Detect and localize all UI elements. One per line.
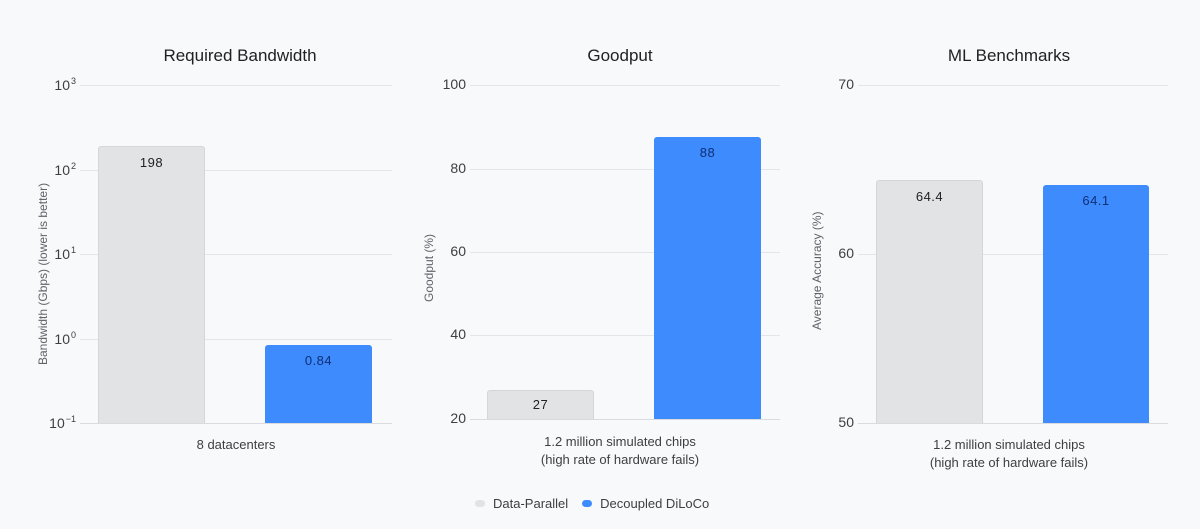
bar-data-parallel: 27 bbox=[487, 390, 594, 419]
chart-title: Required Bandwidth bbox=[163, 46, 317, 65]
gridline bbox=[470, 85, 780, 86]
gridline bbox=[470, 252, 780, 253]
y-axis-label: Average Accuracy (%) bbox=[810, 211, 824, 331]
y-tick: 70 bbox=[838, 76, 854, 92]
y-tick: 100 bbox=[442, 76, 466, 92]
chart-required-bandwidth: Required Bandwidth Bandwidth (Gbps) (low… bbox=[0, 0, 400, 529]
y-tick: 60 bbox=[450, 243, 466, 259]
gridline bbox=[858, 423, 1168, 424]
y-tick: 40 bbox=[450, 326, 466, 342]
chart-title: ML Benchmarks bbox=[947, 46, 1071, 65]
y-tick: 100 bbox=[54, 330, 76, 347]
bar-data-parallel: 198 bbox=[98, 146, 205, 423]
bar-value-label: 88 bbox=[699, 145, 716, 160]
y-tick: 50 bbox=[838, 414, 854, 430]
gridline bbox=[470, 169, 780, 170]
bar-decoupled-diloco: 0.84 bbox=[265, 345, 372, 423]
chart-ml-benchmarks: ML Benchmarks Average Accuracy (%) 70 60… bbox=[790, 0, 1200, 529]
x-axis-label: 8 datacenters bbox=[196, 437, 276, 452]
legend-label: Data-Parallel bbox=[493, 496, 569, 511]
gridline bbox=[80, 170, 392, 171]
bar-decoupled-diloco: 88 bbox=[654, 137, 761, 419]
bar-value-label: 198 bbox=[139, 155, 164, 170]
x-axis-label: 1.2 million simulated chips (high rate o… bbox=[929, 437, 1089, 470]
gridline bbox=[858, 254, 1168, 255]
bar-decoupled-diloco: 64.1 bbox=[1043, 185, 1149, 423]
y-tick: 10−1 bbox=[49, 414, 76, 431]
legend-swatch-icon bbox=[475, 500, 485, 507]
gridline bbox=[858, 85, 1168, 86]
gridline bbox=[80, 339, 392, 340]
legend: Data-Parallel Decoupled DiLoCo bbox=[475, 496, 723, 511]
y-tick: 20 bbox=[450, 410, 466, 426]
chart-goodput: Goodput Goodput (%) 100 80 60 40 20 27 8… bbox=[400, 0, 790, 529]
bar-value-label: 0.84 bbox=[304, 353, 333, 368]
y-tick: 80 bbox=[450, 160, 466, 176]
gridline bbox=[80, 85, 392, 86]
gridline bbox=[80, 423, 392, 424]
legend-label: Decoupled DiLoCo bbox=[600, 496, 710, 511]
legend-swatch-icon bbox=[582, 500, 593, 507]
gridline bbox=[80, 254, 392, 255]
legend-item-decoupled-diloco: Decoupled DiLoCo bbox=[582, 496, 709, 511]
y-tick: 101 bbox=[54, 245, 76, 262]
y-tick: 60 bbox=[838, 245, 854, 261]
x-axis-label: 1.2 million simulated chips (high rate o… bbox=[540, 434, 700, 467]
bar-value-label: 64.4 bbox=[915, 189, 944, 204]
gridline bbox=[470, 419, 780, 420]
gridline bbox=[470, 335, 780, 336]
bar-value-label: 64.1 bbox=[1082, 193, 1110, 208]
chart-title: Goodput bbox=[587, 46, 653, 65]
y-tick: 102 bbox=[54, 161, 76, 178]
bar-data-parallel: 64.4 bbox=[876, 180, 983, 423]
bar-value-label: 27 bbox=[532, 397, 549, 412]
y-tick: 103 bbox=[54, 76, 76, 93]
legend-item-data-parallel: Data-Parallel bbox=[475, 496, 568, 511]
